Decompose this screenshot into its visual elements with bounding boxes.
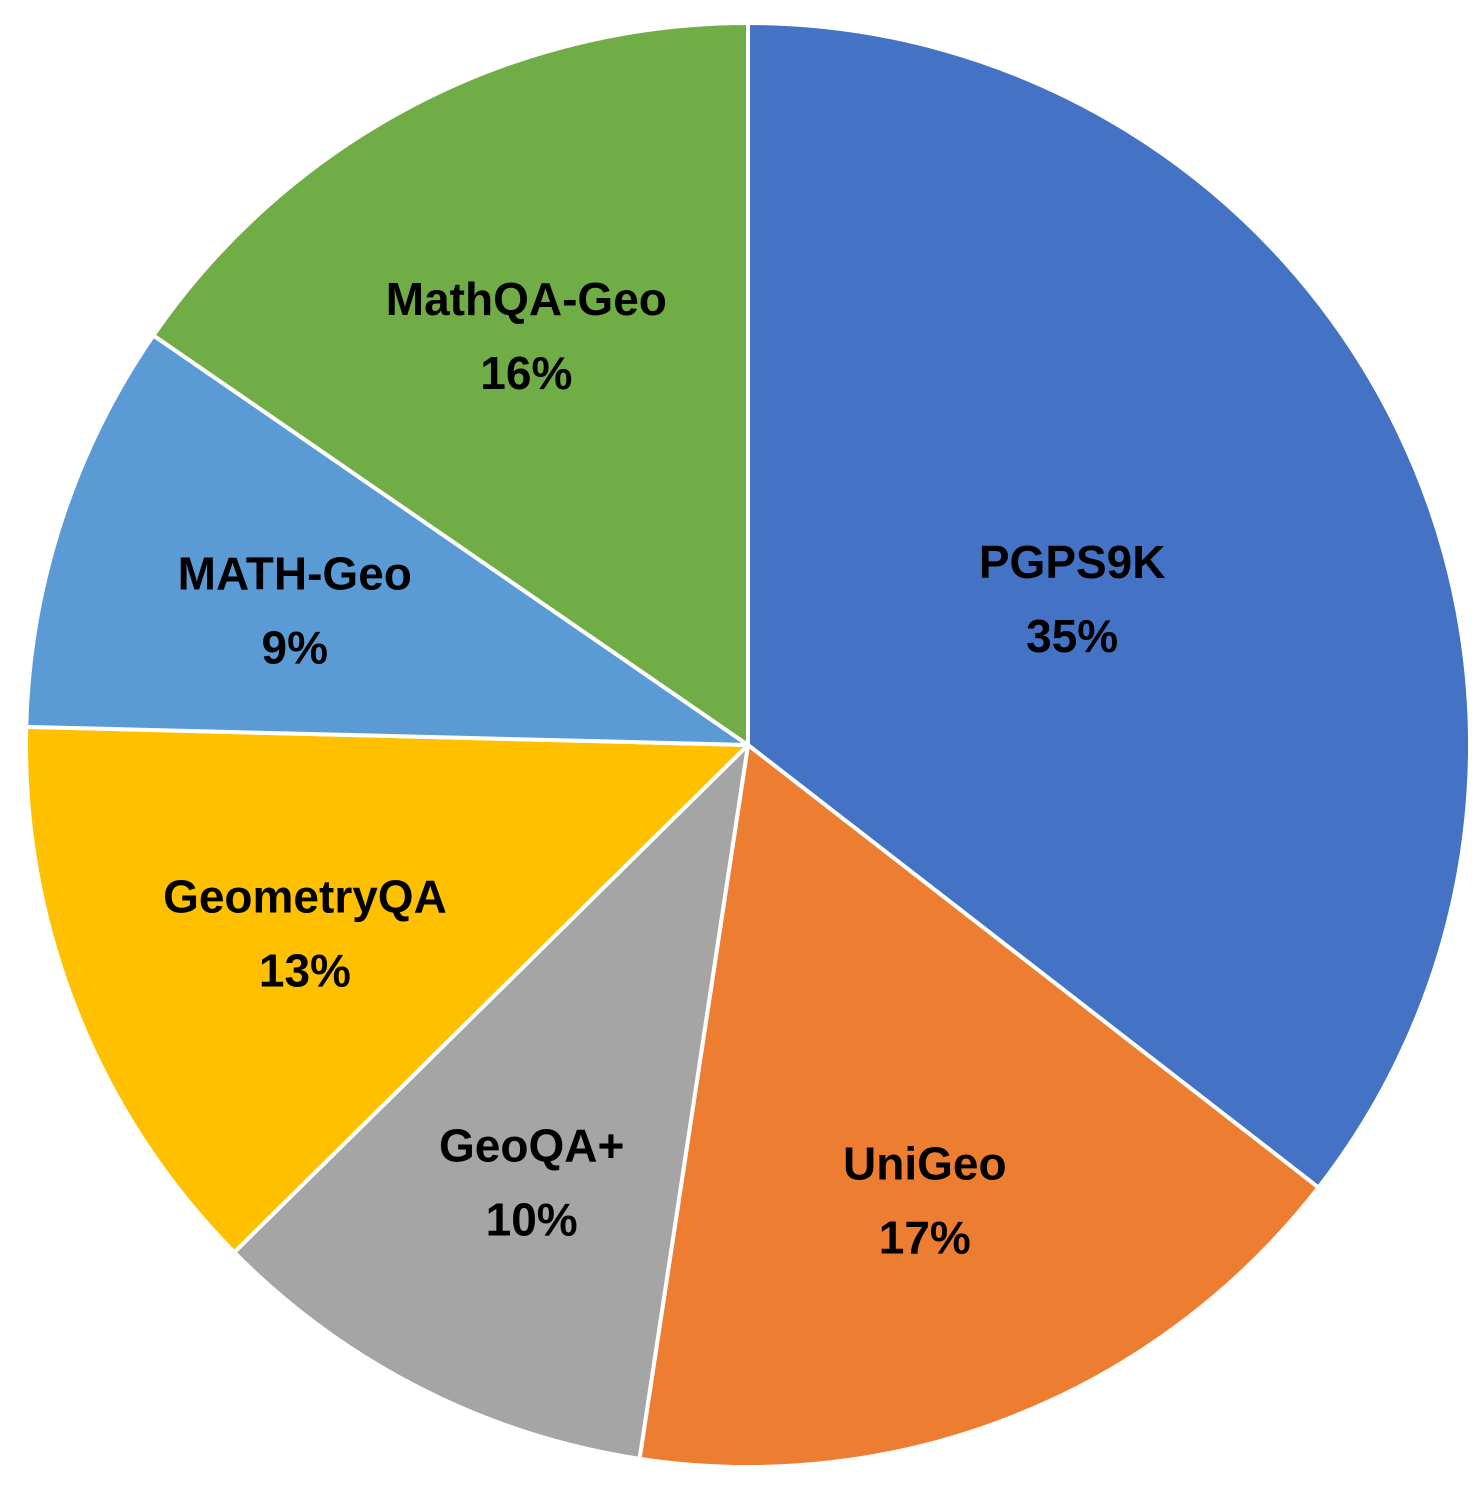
slice-name-unigeo: UniGeo (843, 1138, 1007, 1190)
slice-label-mathqa-geo: MathQA-Geo 16% (386, 273, 667, 399)
slice-percent-geoqa: 10% (486, 1194, 578, 1246)
slice-label-math-geo: MATH-Geo 9% (178, 548, 412, 674)
slice-name-geoqa: GeoQA+ (439, 1120, 624, 1172)
pie-slice-math-geo (24, 333, 750, 747)
pie-slice-unigeo (637, 743, 1321, 1470)
slice-percent-math-geo: 9% (262, 622, 328, 674)
pie-slice-geoqa (232, 743, 750, 1461)
slice-label-geoqa: GeoQA+ 10% (439, 1120, 624, 1246)
slice-name-geometryqa: GeometryQA (163, 870, 447, 922)
slice-name-pgps9k: PGPS9K (979, 536, 1166, 588)
pie-slice-geometryqa (24, 724, 750, 1255)
slice-percent-mathqa-geo: 16% (480, 347, 572, 399)
slice-label-unigeo: UniGeo 17% (843, 1138, 1007, 1264)
labels-layer: PGPS9K 35% UniGeo 17% GeoQA+ 10% GeometryQA 13%… (163, 273, 1165, 1263)
slice-label-pgps9k: PGPS9K 35% (979, 536, 1166, 662)
slice-percent-geometryqa: 13% (259, 944, 351, 996)
slice-percent-unigeo: 17% (879, 1212, 971, 1264)
pie-slice-mathqa-geo (151, 21, 750, 747)
slice-name-mathqa-geo: MathQA-Geo (386, 273, 667, 325)
slice-name-math-geo: MATH-Geo (178, 548, 412, 600)
slices-layer (24, 21, 1472, 1470)
slice-label-geometryqa: GeometryQA 13% (163, 870, 447, 996)
pie-slice-pgps9k (746, 21, 1472, 1190)
slice-percent-pgps9k: 35% (1026, 610, 1118, 662)
